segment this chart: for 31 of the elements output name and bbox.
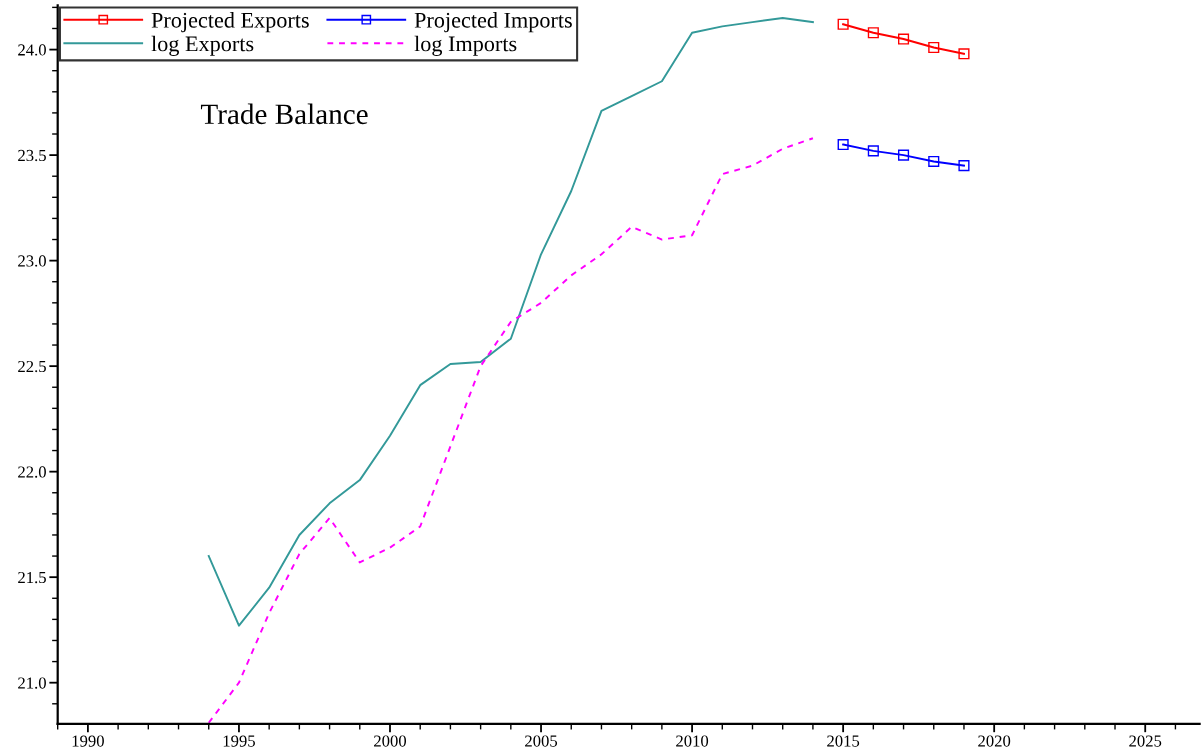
legend-label: log Exports (151, 35, 254, 56)
y-tick-label: 22.0 (18, 466, 46, 478)
annotation: Trade Balance (200, 103, 368, 125)
point (837, 18, 849, 30)
y-tick-label: 23.5 (18, 149, 46, 162)
y-tick-label: 23.0 (18, 255, 46, 267)
point (928, 41, 940, 54)
x-tick-label: 1995 (223, 735, 255, 747)
point (928, 155, 940, 167)
point (867, 145, 879, 157)
legend-label: log Imports (414, 35, 517, 56)
line-series (207, 137, 814, 724)
y-tick-label: 22.5 (18, 360, 46, 373)
x-tick-label: 2025 (1129, 735, 1162, 747)
legend-label: Projected Exports (151, 12, 309, 33)
point (897, 149, 910, 161)
x-tick-label: 2020 (978, 735, 1011, 747)
point (867, 27, 879, 39)
point (958, 160, 970, 172)
point (897, 33, 910, 45)
point (958, 48, 970, 60)
legend-label: Projected Imports (414, 12, 572, 33)
point (837, 139, 849, 151)
x-tick-label: 2015 (827, 735, 860, 747)
x-tick-label: 2000 (374, 735, 407, 747)
y-tick-label: 21.5 (18, 571, 46, 584)
y-tick-label: 24.0 (18, 44, 46, 56)
x-tick-label: 2005 (525, 735, 558, 747)
y-tick-label: 21.0 (18, 677, 46, 689)
x-tick-label: 2010 (676, 735, 709, 747)
x-tick-label: 1990 (72, 735, 104, 747)
